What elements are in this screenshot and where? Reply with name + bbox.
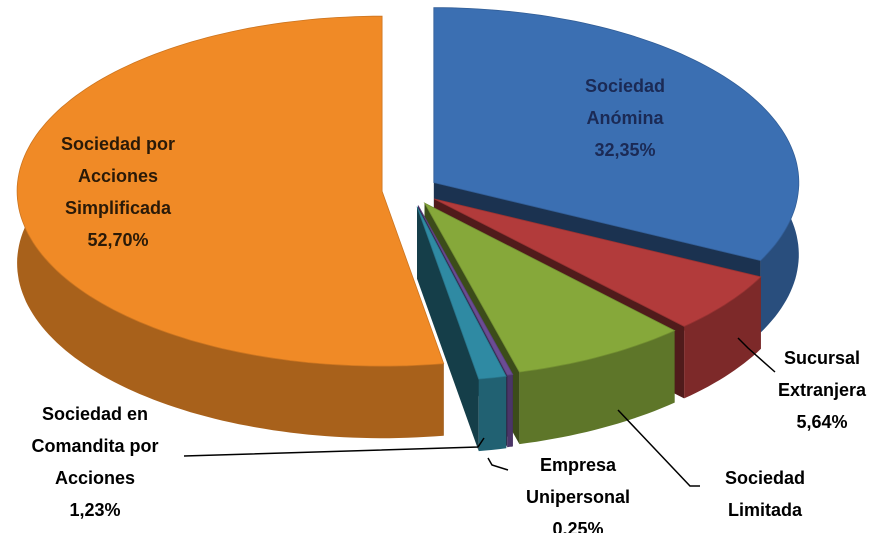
slice-side (507, 374, 513, 448)
slice-side (478, 376, 507, 452)
category-label: Sociedad Limitada (724, 468, 806, 520)
category-label: Sociedad en Comandita por Acciones (31, 404, 159, 488)
category-label: Sucursal Extranjera (777, 348, 867, 400)
value-label: 32,35% (594, 140, 656, 160)
slice-label: Sociedad por Acciones Simplificada 52,70% (48, 128, 188, 256)
category-label: Sociedad Anómina (584, 76, 666, 128)
category-label: Empresa Unipersonal (525, 455, 631, 507)
leader-line (617, 409, 700, 487)
slice (416, 206, 507, 452)
value-label: 1,23% (69, 500, 121, 520)
slice-side (684, 276, 761, 399)
category-label: Sociedad por Acciones Simplificada (60, 134, 176, 218)
slice-side (519, 330, 675, 445)
slice (417, 205, 514, 376)
slice (433, 7, 800, 262)
value-label: 5,64% (796, 412, 848, 432)
slice (416, 206, 507, 380)
slice (433, 198, 762, 327)
slice-label: Empresa Unipersonal 0,25% (516, 449, 641, 533)
slice-label: Sucursal Extranjera 5,64% (767, 342, 877, 438)
leader-line (737, 337, 776, 373)
leader-line (183, 437, 485, 457)
slice-label: Sociedad Anómina 32,35% (565, 70, 685, 166)
slice (16, 15, 445, 367)
leader-line (487, 457, 509, 471)
slice-side (417, 206, 479, 452)
slice-label: Sociedad Limitada (710, 462, 820, 526)
slice-label: Sociedad en Comandita por Acciones 1,23% (5, 398, 185, 526)
slice (16, 15, 445, 439)
value-label: 52,70% (87, 230, 149, 250)
value-label: 0,25% (552, 519, 604, 533)
slice (423, 202, 676, 373)
